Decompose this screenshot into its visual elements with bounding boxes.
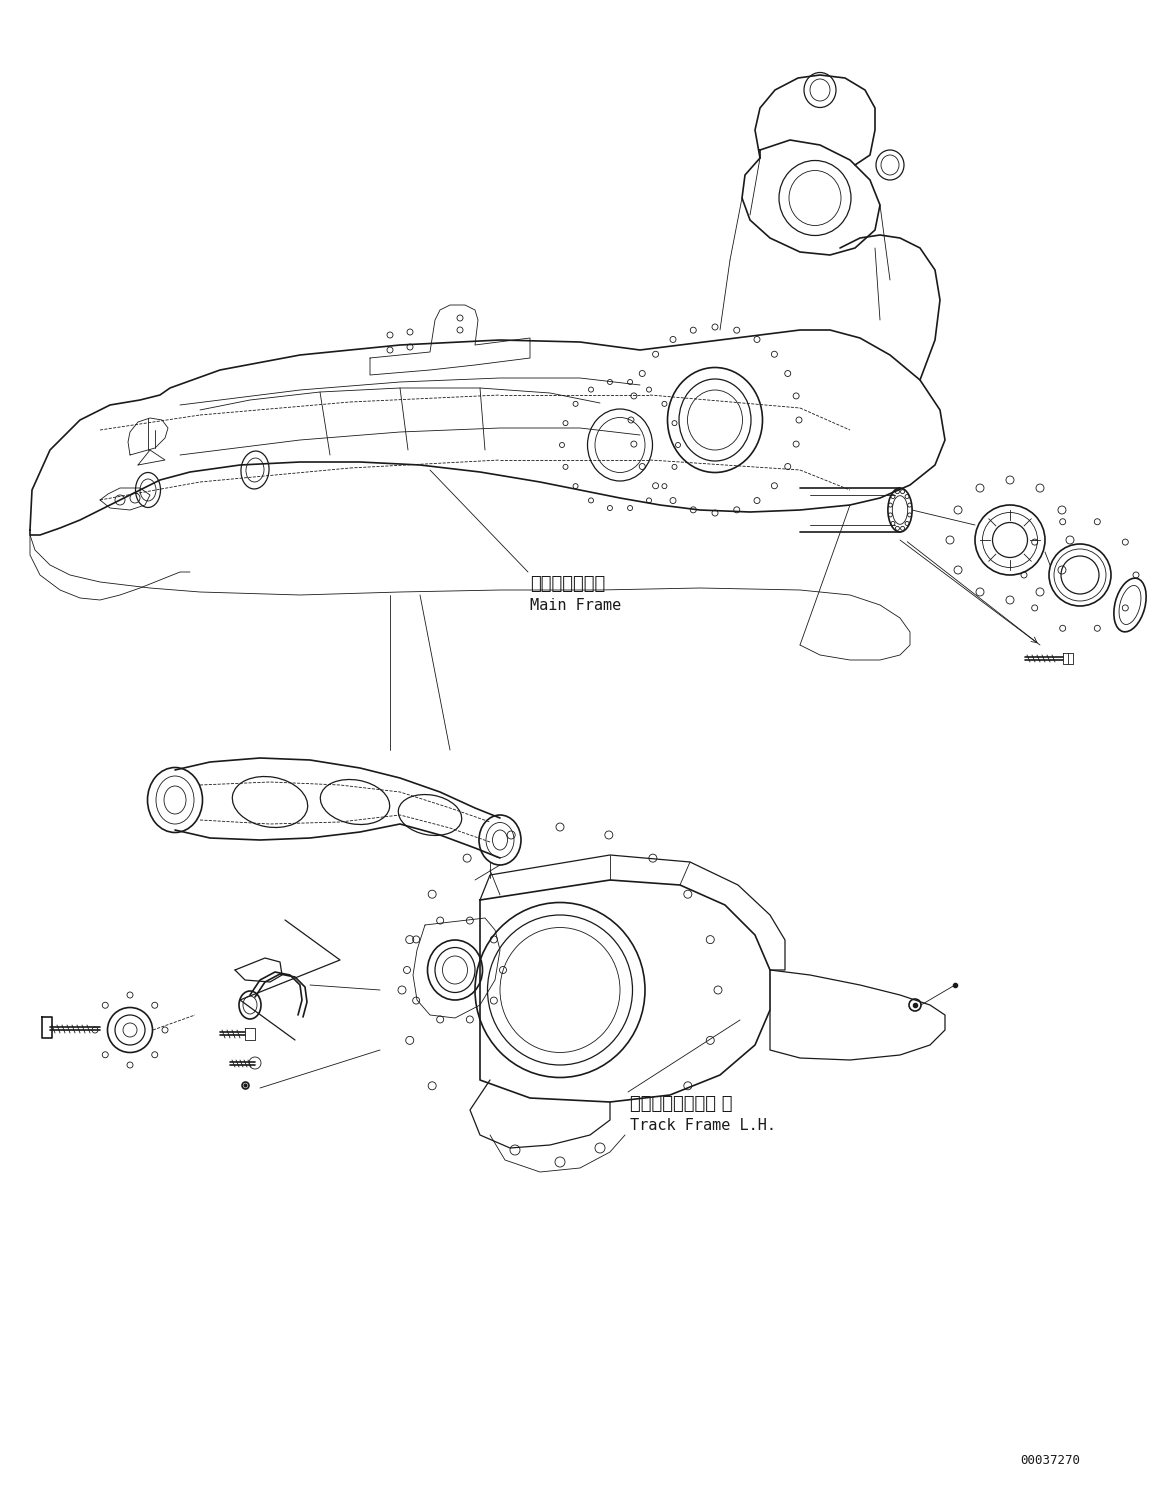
Text: トラックフレーム 左: トラックフレーム 左 [630,1094,732,1112]
Text: Track Frame L.H.: Track Frame L.H. [630,1118,776,1133]
Text: Main Frame: Main Frame [530,598,621,613]
Text: メインフレーム: メインフレーム [530,575,605,593]
Text: 00037270: 00037270 [1020,1453,1080,1466]
